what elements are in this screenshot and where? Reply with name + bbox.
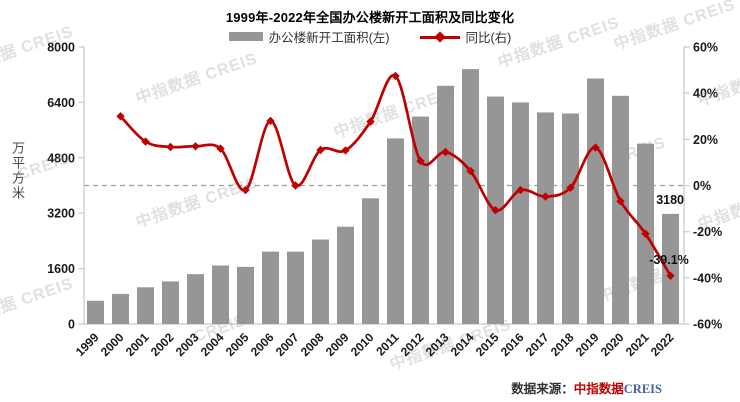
bar-2016 (512, 102, 529, 325)
bar-2005 (237, 266, 254, 324)
right-axis-tick-label--20: -20% (693, 225, 722, 239)
data-source-brand: 中指数据 (573, 382, 624, 396)
bar-2022 (662, 213, 679, 324)
marker-2017 (541, 192, 550, 201)
bar-2000 (112, 293, 129, 324)
marker-2019 (591, 143, 600, 152)
data-source-prefix: 数据来源： (511, 382, 574, 396)
marker-2010 (366, 117, 375, 126)
marker-2022 (666, 271, 675, 280)
left-axis-tick-label-0: 0 (68, 318, 75, 332)
left-axis-tick-label-4800: 4800 (47, 151, 75, 165)
marker-2013 (441, 147, 450, 157)
x-label-2022: 2022 (648, 330, 677, 359)
bar-2012 (412, 116, 429, 324)
x-label-2002: 2002 (148, 330, 177, 359)
x-label-2020: 2020 (598, 330, 627, 359)
bar-2011 (387, 138, 404, 324)
watermark-13: 中指数据 (595, 266, 665, 306)
marker-2004 (216, 144, 225, 153)
x-label-2006: 2006 (248, 330, 277, 359)
left-axis-tick-label-3200: 3200 (47, 207, 75, 221)
marker-2012 (416, 156, 425, 166)
left-axis-tick-label-8000: 8000 (47, 41, 75, 55)
bar-2003 (187, 274, 204, 324)
watermark-1: 中指数据 CREIS (133, 48, 260, 107)
watermark-9: 中指数据 (695, 194, 740, 234)
marker-2009 (341, 146, 350, 155)
watermark-10: 数据 CREIS (0, 273, 76, 321)
marker-2018 (566, 183, 575, 192)
marker-2016 (516, 185, 525, 195)
legend: 办公楼新开工面积(左) 同比(右) (0, 27, 740, 46)
marker-2005 (241, 185, 250, 195)
bar-2007 (287, 251, 304, 324)
marker-2008 (316, 145, 325, 155)
marker-2002 (166, 142, 175, 152)
marker-2014 (466, 166, 475, 176)
watermark-3: 中指数据 CREIS (611, 0, 738, 54)
bar-2006 (262, 251, 279, 324)
data-source: 数据来源：中指数据CREIS (511, 378, 662, 397)
right-axis-tick-label-0: 0% (693, 179, 711, 193)
marker-2006 (266, 116, 275, 126)
bar-2017 (537, 112, 554, 324)
right-axis-tick-label--60: -60% (693, 318, 722, 332)
bar-2014 (462, 69, 479, 324)
marker-2011 (391, 71, 400, 81)
x-label-2021: 2021 (623, 330, 652, 359)
watermark-4: CREIS (16, 150, 73, 184)
bar-2013 (437, 85, 454, 324)
right-axis-tick-label-20: 20% (693, 133, 718, 147)
x-label-2019: 2019 (573, 330, 602, 359)
marker-2003 (191, 142, 200, 151)
x-label-2018: 2018 (548, 330, 577, 359)
legend-bar-label: 办公楼新开工面积(左) (268, 31, 390, 45)
left-axis-tick-label-1600: 1600 (47, 262, 75, 276)
bar-2020 (612, 95, 629, 324)
line-series-swatch (419, 30, 460, 43)
bar-2001 (137, 287, 154, 324)
watermark-6: 中指数据 CREIS (133, 172, 260, 231)
x-label-2017: 2017 (523, 330, 552, 359)
x-label-1999: 1999 (73, 330, 102, 359)
x-label-2009: 2009 (323, 330, 352, 359)
right-axis-tick-label--40: -40% (693, 271, 722, 285)
marker-2015 (491, 206, 500, 215)
bar-2019 (587, 78, 604, 324)
marker-2021 (641, 229, 650, 238)
x-label-2001: 2001 (123, 330, 152, 359)
legend-item-line: 同比(右) (419, 27, 512, 46)
x-label-2010: 2010 (348, 330, 377, 359)
left-axis-unit-label: 万平方米 (10, 141, 25, 201)
annotation-yoy-value: -39.1% (649, 253, 689, 267)
right-axis-tick-label-60: 60% (693, 41, 718, 55)
bar-2009 (337, 226, 354, 324)
bar-1999 (87, 300, 104, 324)
left-axis-tick-label-6400: 6400 (47, 96, 75, 110)
legend-line-label: 同比(右) (465, 31, 512, 45)
bar-2018 (562, 113, 579, 324)
marker-2000 (116, 112, 125, 121)
data-source-creis-label: CREIS (623, 382, 662, 396)
bar-2004 (212, 265, 229, 324)
x-label-2000: 2000 (98, 330, 127, 359)
marker-2007 (291, 181, 300, 190)
chart-title: 1999年-2022年全国办公楼新开工面积及同比变化 (225, 10, 515, 25)
marker-2001 (141, 137, 150, 146)
bar-2008 (312, 239, 329, 324)
right-axis-tick-label-40: 40% (693, 87, 718, 101)
x-label-2008: 2008 (298, 330, 327, 359)
annotation-bar-value: 3180 (656, 193, 684, 207)
bar-2010 (362, 198, 379, 324)
marker-2020 (616, 197, 625, 206)
legend-item-bars: 办公楼新开工面积(左) (228, 27, 390, 46)
watermark-2: 中指数据 CREIS (495, 12, 622, 71)
bar-series-swatch (228, 32, 263, 41)
bar-2002 (162, 281, 179, 324)
x-label-2007: 2007 (273, 330, 302, 359)
